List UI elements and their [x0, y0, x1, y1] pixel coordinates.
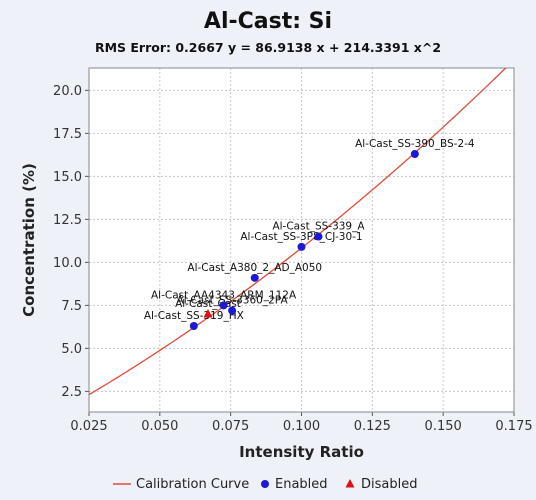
enabled-point: [189, 322, 198, 330]
y-tick-label: 20.0: [53, 84, 82, 99]
x-axis-label: Intensity Ratio: [239, 443, 364, 461]
y-tick-label: 7.5: [61, 299, 82, 314]
point-label: Al-Cast_SS-319_HX: [144, 310, 244, 322]
x-tick-label: 0.175: [495, 419, 532, 434]
legend-enabled-label: Enabled: [275, 477, 328, 492]
enabled-point: [314, 232, 323, 241]
x-tick-label: 0.050: [141, 419, 178, 434]
y-tick-label: 10.0: [53, 256, 82, 271]
x-tick-label: 0.125: [354, 419, 391, 434]
chart-title: Al-Cast: Si: [204, 9, 332, 34]
x-tick-label: 0.100: [283, 419, 320, 434]
enabled-point: [410, 150, 419, 158]
x-tick-label: 0.150: [425, 419, 462, 434]
legend-disabled-swatch: [345, 479, 355, 488]
point-label: Al-Cast_AA4343_ARM_112A: [151, 289, 297, 301]
x-tick-label: 0.075: [212, 419, 249, 434]
y-axis-label: Concentration (%): [20, 163, 38, 317]
chart-subtitle: RMS Error: 0.2667 y = 86.9138 x + 214.33…: [95, 40, 441, 55]
y-tick-label: 17.5: [53, 127, 82, 142]
point-label: Al-Cast_SS-339_A: [272, 221, 365, 233]
legend-enabled-swatch: [261, 480, 269, 488]
point-label: Al-Cast_A380_2_AD_A050: [187, 262, 322, 274]
point-label: Al-Cast_SS-3P8_CJ-30-1: [240, 231, 362, 243]
y-tick-label: 12.5: [53, 213, 82, 228]
enabled-point: [297, 242, 306, 251]
y-tick-label: 5.0: [61, 342, 82, 357]
y-tick-label: 15.0: [53, 170, 82, 185]
enabled-point: [250, 273, 259, 282]
disabled-point: [203, 308, 213, 318]
point-label: Al-Cast_SS-3360_2PA: [177, 295, 289, 307]
legend-curve-label: Calibration Curve: [136, 477, 249, 492]
x-tick-label: 0.025: [70, 419, 107, 434]
point-label: Al-Cast_SS-390_BS-2-4: [355, 138, 475, 150]
y-tick-label: 2.5: [61, 385, 82, 400]
enabled-point: [219, 301, 228, 310]
enabled-point: [228, 306, 237, 315]
legend-disabled-label: Disabled: [361, 477, 417, 492]
plot-border: [88, 67, 515, 413]
